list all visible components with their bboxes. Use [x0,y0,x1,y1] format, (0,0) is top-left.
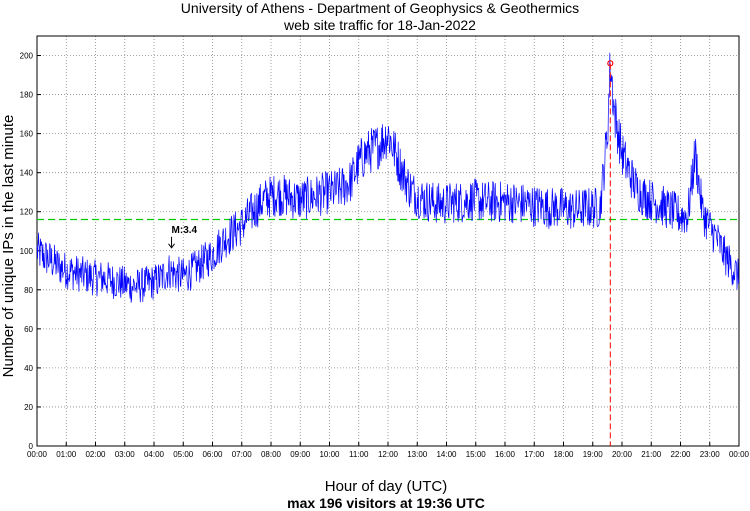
x-tick-label: 08:00 [261,450,282,459]
y-tick-label: 40 [24,364,33,373]
annotation-label: M:3.4 [172,225,198,236]
x-tick-label: 20:00 [612,450,633,459]
grid [37,36,739,446]
chart-footer: max 196 visitors at 19:36 UTC [287,495,485,511]
peak-marker [607,60,614,67]
chart-title: University of Athens - Department of Geo… [181,0,579,16]
x-tick-label: 23:00 [700,450,721,459]
x-tick-label: 09:00 [290,450,311,459]
x-tick-label: 10:00 [319,450,340,459]
x-tick-label: 06:00 [202,450,223,459]
x-tick-label: 14:00 [436,450,457,459]
x-tick-label: 15:00 [466,450,487,459]
x-axis-label: Hour of day (UTC) [325,478,448,495]
traffic-series-line [36,52,740,303]
y-tick-label: 60 [24,325,33,334]
y-tick-label: 80 [24,286,33,295]
y-tick-label: 0 [29,442,34,451]
x-tick-label: 05:00 [173,450,194,459]
x-tick-label: 00:00 [27,450,48,459]
chart-subtitle: web site traffic for 18-Jan-2022 [283,17,476,33]
y-tick-label: 20 [24,403,33,412]
y-tick-label: 200 [20,52,34,61]
y-axis-label: Number of unique IPs in the last minute [0,115,17,378]
y-tick-label: 120 [20,208,34,217]
x-tick-label: 22:00 [670,450,691,459]
y-tick-label: 100 [20,247,34,256]
x-tick-label: 07:00 [232,450,253,459]
ticks: 0 20 40 60 80 100 120 140 160 180 200 00:00 01:00 02:… [20,52,750,459]
y-tick-label: 180 [20,91,34,100]
x-tick-label: 16:00 [495,450,516,459]
x-tick-label: 01:00 [56,450,77,459]
x-tick-label: 03:00 [115,450,136,459]
annotation-arrowhead [168,243,175,249]
x-tick-label: 02:00 [85,450,106,459]
marks: M:3.4 [36,52,740,446]
x-tick-label: 13:00 [407,450,428,459]
x-tick-label: 18:00 [553,450,574,459]
x-tick-label: 11:00 [349,450,369,459]
x-tick-label: 04:00 [144,450,165,459]
y-tick-label: 140 [20,169,34,178]
x-tick-label: 21:00 [641,450,662,459]
x-tick-label: 00:00 [729,450,750,459]
y-tick-label: 160 [20,130,34,139]
x-tick-label: 12:00 [378,450,399,459]
x-tick-label: 17:00 [524,450,545,459]
x-tick-label: 19:00 [583,450,604,459]
